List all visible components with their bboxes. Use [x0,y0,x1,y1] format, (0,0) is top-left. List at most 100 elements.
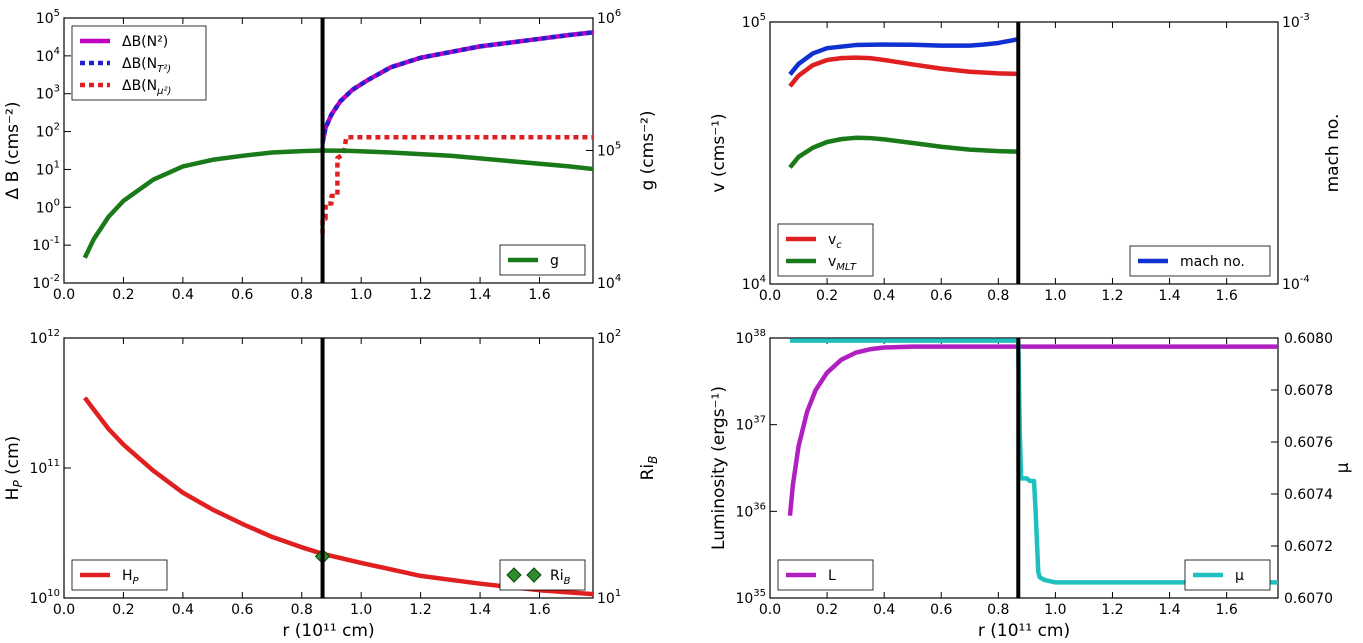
legend-label: mach no. [1180,254,1245,270]
x-tick-label: 1.4 [469,287,491,303]
x-tick-label: 1.2 [409,602,431,618]
y-axis-label: Luminosity (ergs⁻¹) [709,386,729,550]
legend-marker [506,567,522,583]
x-tick-label: 0.8 [987,288,1009,304]
y-tick-label: 10-2 [32,273,60,292]
x-tick-label: 1.6 [528,287,550,303]
chart-panel-p2: 0.0 0.2 0.4 0.6 0.8 1.0 1.2 1.4 1.6 104 105 10-4 10-… [709,12,1343,304]
y-tick-label: 100 [36,197,60,216]
series-line-0 [787,344,1278,516]
legend-right: mach no. [1129,245,1271,277]
plot-frame [769,337,1279,599]
x-tick-label: 1.6 [1215,288,1237,304]
y-right-axis-label: μ [1333,462,1353,473]
x-tick-label: 1.0 [1044,602,1066,618]
legend-label: vMLT [828,254,857,273]
y-right-tick-label: 10-3 [1282,12,1310,31]
x-tick-label: 0.2 [112,602,134,618]
x-tick-label: 1.0 [350,602,372,618]
y-tick-label: 102 [36,122,60,141]
y-right-tick-label: 0.6078 [1284,383,1333,399]
y-right-tick-label: 10-4 [1282,274,1310,293]
x-tick-label: 1.6 [528,602,550,618]
x-tick-label: 0.0 [53,287,75,303]
y-tick-label: 1037 [735,415,766,434]
plot-area [788,36,1019,169]
legend-left: vc vMLT [777,223,874,277]
series-line-0 [83,396,593,597]
y-right-axis-label: RiB [638,456,660,481]
legend-label: ΔB(Nμ²) [122,78,171,97]
y-tick-label: 105 [36,8,60,27]
x-tick-label: 0.0 [53,602,75,618]
series-line-2 [320,135,593,234]
x-axis-label: r (10¹¹ cm) [978,621,1070,641]
x-tick-label: 0.8 [291,287,313,303]
legend-box [71,25,207,101]
legend-right: RiB [499,559,586,591]
x-tick-label: 0.0 [759,602,781,618]
x-tick-label: 1.4 [1158,602,1180,618]
series-line-0 [788,55,1019,88]
y-right-tick-label: 104 [597,273,621,292]
legend-label: HP [122,568,140,587]
y-right-tick-label: 0.6070 [1284,591,1333,607]
legend-box [777,223,874,277]
chart-panel-p1: 0.0 0.2 0.4 0.6 0.8 1.0 1.2 1.4 1.6 10-2 10-1 100 10… [3,8,658,303]
y-tick-label: 105 [742,12,766,31]
x-tick-label: 1.2 [1101,602,1123,618]
x-tick-label: 1.4 [1158,288,1180,304]
x-tick-label: 0.4 [873,288,895,304]
legend-left: ΔB(N²) ΔB(NT²) ΔB(Nμ²) [71,25,207,101]
y-right-tick-label: 0.6072 [1284,539,1333,555]
legend-right: μ [1184,559,1271,591]
legend-right: g [499,244,586,276]
legend-label: RiB [550,568,571,587]
x-tick-label: 0.2 [816,288,838,304]
chart-panel-p4: 0.0 0.2 0.4 0.6 0.8 1.0 1.2 1.4 1.6 1035 1036 1037 1… [709,328,1353,641]
y-tick-label: 104 [742,274,766,293]
x-tick-label: 0.2 [816,602,838,618]
y-tick-label: 1010 [29,588,60,607]
chart-panel-p3: 0.0 0.2 0.4 0.6 0.8 1.0 1.2 1.4 1.6 1010 1011 1012 1… [3,328,660,641]
y-right-tick-label: 106 [597,8,621,27]
series-line-1 [788,135,1019,169]
y-right-tick-label: 102 [597,328,621,347]
x-tick-label: 0.6 [930,602,952,618]
x-tick-label: 1.6 [1215,602,1237,618]
plot-frame [63,337,594,599]
x-tick-label: 0.8 [987,602,1009,618]
y-right-tick-label: 0.6074 [1284,487,1333,503]
x-tick-label: 0.6 [231,287,253,303]
y-tick-label: 1038 [735,328,766,347]
y-right-tick-label: 105 [597,141,621,160]
x-tick-label: 0.8 [291,602,313,618]
y-right-tick-label: 0.6080 [1284,331,1333,347]
x-tick-label: 0.6 [930,288,952,304]
series-line-1 [320,30,593,144]
x-tick-label: 1.2 [409,287,431,303]
legend-label: vc [828,232,842,251]
y-right-axis-label: mach no. [1323,114,1343,193]
x-tick-label: 0.0 [759,288,781,304]
legend-label: ΔB(NT²) [122,56,171,75]
x-tick-label: 0.6 [231,602,253,618]
x-axis-label: r (10¹¹ cm) [282,621,374,641]
y-tick-label: 1011 [29,458,60,477]
legend-label: L [828,568,836,584]
legend-marker [526,567,542,583]
y-tick-label: 101 [36,159,60,178]
y-tick-label: 1036 [735,501,766,520]
y-axis-label: HP (cm) [3,436,25,501]
x-tick-label: 0.2 [112,287,134,303]
y-axis-label: Δ B (cms⁻²) [3,102,23,200]
x-tick-label: 1.0 [350,287,372,303]
y-tick-label: 1035 [735,588,766,607]
legend-left: L [777,559,874,591]
y-tick-label: 10-1 [32,235,60,254]
x-tick-label: 0.4 [873,602,895,618]
x-tick-label: 0.4 [172,287,194,303]
y-tick-label: 1012 [29,328,60,347]
y-tick-label: 104 [36,46,60,65]
